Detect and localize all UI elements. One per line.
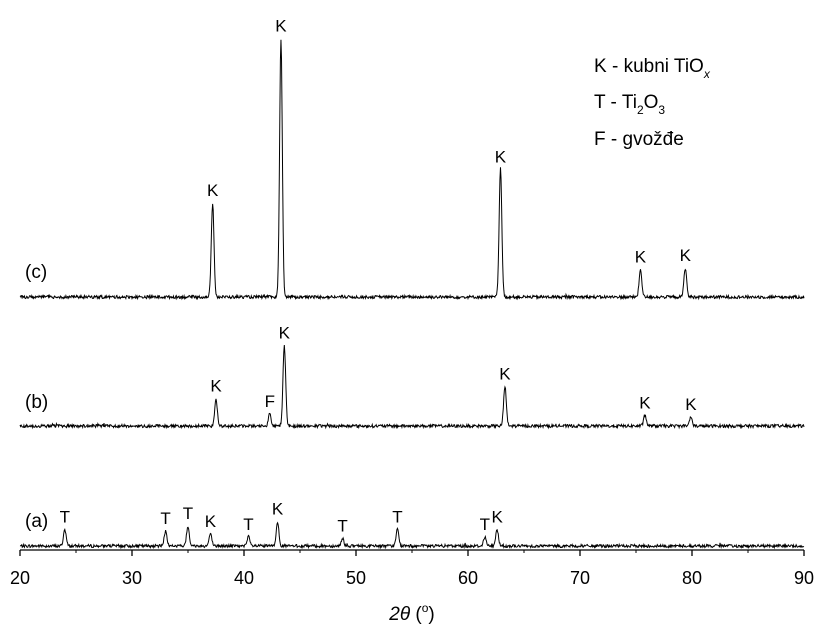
x-tick-label-20: 20 [10,568,30,588]
peak-label-b-0: K [210,377,222,396]
legend-k-code: K [594,56,607,77]
x-axis-title: 2θ (o) [388,601,435,625]
peak-label-a-8: T [480,515,490,534]
peak-label-a-2: T [183,504,193,523]
peak-label-a-0: T [60,507,70,526]
peak-label-a-4: T [243,515,253,534]
legend-k-sub: x [703,67,711,81]
curve-label-a: (a) [25,511,48,532]
legend: K - kubni TiOx T - Ti2O3 F - gvožđe [594,56,711,150]
legend-t-code: T [594,92,606,113]
x-axis-title-symbol: θ [400,604,411,625]
peak-label-a-9: K [491,507,503,526]
peak-label-c-2: K [495,147,507,166]
trace-a [19,521,805,550]
curve-label-c: (c) [25,262,47,283]
x-axis-ticks: 20 30 40 50 60 70 80 90 [10,550,814,588]
x-tick-label-50: 50 [346,568,366,588]
x-tick-label-30: 30 [122,568,142,588]
x-axis-title-close: ) [428,604,434,625]
x-axis-title-prefix: 2 [388,604,400,625]
curve-labels: (a) (b) (c) [25,262,48,532]
peak-label-b-1: F [265,392,275,411]
legend-k-text: kubni TiO [624,56,704,77]
legend-t-sub2: 3 [658,103,665,117]
legend-t-text: Ti [622,92,637,113]
legend-f-sep: - [606,129,623,150]
legend-t-sub: 2 [637,103,644,117]
peak-label-a-7: T [392,507,402,526]
x-tick-label-60: 60 [458,568,478,588]
x-tick-label-80: 80 [682,568,702,588]
peak-label-c-4: K [680,246,692,265]
x-tick-label-70: 70 [570,568,590,588]
peak-label-b-2: K [279,323,291,342]
peak-label-a-1: T [160,509,170,528]
x-axis-title-unit: o [422,601,429,615]
legend-t-sep: - [605,92,622,113]
peak-label-a-3: K [205,512,217,531]
peak-label-a-6: T [337,516,347,535]
peak-label-c-0: K [207,181,219,200]
peak-label-a-5: K [272,500,284,519]
peak-label-b-5: K [685,395,697,414]
legend-k-sep: - [607,56,624,77]
peak-label-b-4: K [639,393,651,412]
peak-label-c-3: K [635,248,647,267]
x-tick-label-90: 90 [794,568,814,588]
legend-entry-t: T - Ti2O3 [594,92,665,117]
trace-b [19,345,805,430]
x-axis-title-open: ( [410,604,422,625]
x-tick-label-40: 40 [234,568,254,588]
legend-f-code: F [594,129,606,150]
trace-c [19,39,805,301]
legend-entry-f: F - gvožđe [594,129,684,150]
legend-f-text: gvožđe [623,129,684,150]
curve-label-b: (b) [25,392,48,413]
legend-entry-k: K - kubni TiOx [594,56,711,81]
peak-label-b-3: K [499,365,511,384]
peak-label-c-1: K [275,17,287,36]
pattern-traces [19,39,805,550]
legend-t-text2: O [644,92,659,113]
